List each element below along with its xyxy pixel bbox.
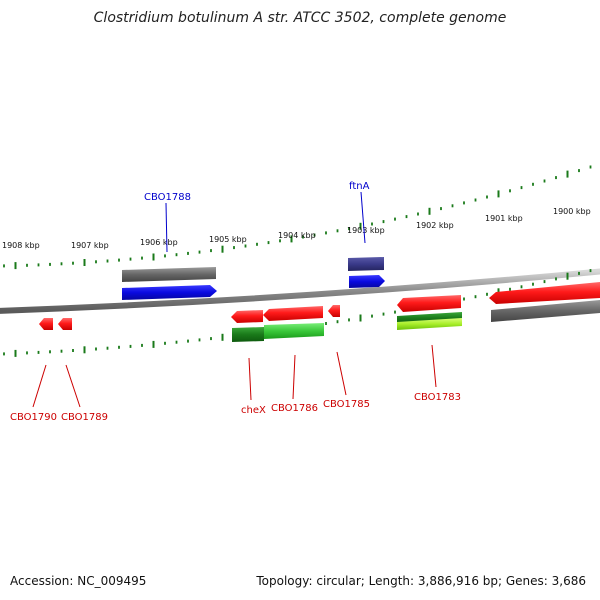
accession-text: Accession: NC_009495	[10, 574, 147, 588]
gene-cbo1790[interactable]	[39, 318, 53, 330]
gene-label-cbo1786[interactable]: CBO1786	[271, 403, 318, 414]
gene-cbo1786[interactable]	[263, 306, 323, 321]
reverse-genes	[39, 295, 462, 342]
gene-cbo1788-gray[interactable]	[122, 267, 216, 282]
gene-label-cbo1790[interactable]: CBO1790	[10, 412, 57, 423]
gene-ftna[interactable]	[349, 275, 385, 288]
gene-ftna-navy[interactable]	[348, 257, 384, 271]
leader-cbo1786	[292, 354, 296, 400]
scale-label: 1904 kbp	[278, 231, 316, 240]
gene-label-ftna[interactable]: ftnA	[349, 181, 370, 192]
reverse-labels: CBO1790 CBO1789 cheX CBO1786 CBO1785 CBO…	[10, 392, 461, 423]
gene-cbo1786-green[interactable]	[264, 323, 324, 339]
leader-cbo1783	[431, 344, 437, 388]
gene-label-cbo1789[interactable]: CBO1789	[61, 412, 108, 423]
genome-summary-text: Topology: circular; Length: 3,886,916 bp…	[256, 574, 586, 588]
gene-cbo1785[interactable]	[328, 305, 340, 317]
leader-cbo1789	[65, 364, 81, 408]
gene-label-cbo1783[interactable]: CBO1783	[414, 392, 461, 403]
scale-label: 1900 kbp	[553, 207, 591, 216]
leader-cbo1790	[32, 364, 47, 408]
gene-label-cbo1788[interactable]: CBO1788	[144, 192, 191, 203]
gene-chex-green[interactable]	[232, 327, 264, 342]
scale-label: 1901 kbp	[485, 214, 523, 223]
leader-cbo1788	[165, 202, 168, 253]
gene-cbo1789[interactable]	[58, 318, 72, 330]
gene-right-gray[interactable]	[491, 300, 600, 322]
chart-title: Clostridium botulinum A str. ATCC 3502, …	[93, 10, 507, 26]
scale-label: 1905 kbp	[209, 235, 247, 244]
gene-cbo1788[interactable]	[122, 285, 217, 300]
forward-genes	[122, 257, 600, 322]
scale-label: 1907 kbp	[71, 241, 109, 250]
leader-cbo1785	[336, 351, 347, 396]
gene-label-cbo1785[interactable]: CBO1785	[323, 399, 370, 410]
leader-chex	[248, 357, 252, 401]
scale-label: 1902 kbp	[416, 221, 454, 230]
scale-label: 1906 kbp	[140, 238, 178, 247]
gene-cbo1783-lime[interactable]	[397, 318, 462, 330]
forward-labels: CBO1788 ftnA	[144, 181, 370, 203]
gene-right-red-forward[interactable]	[489, 282, 600, 304]
scale-labels: 1908 kbp 1907 kbp 1906 kbp 1905 kbp 1904…	[2, 207, 591, 250]
gene-chex[interactable]	[231, 310, 263, 323]
scale-label: 1903 kbp	[347, 226, 385, 235]
outer-tick-track	[3, 165, 592, 270]
scale-label: 1908 kbp	[2, 241, 40, 250]
gene-cbo1783[interactable]	[397, 295, 461, 312]
leader-ftna	[360, 191, 366, 244]
gene-label-chex[interactable]: cheX	[241, 405, 266, 416]
genome-backbone	[0, 268, 600, 314]
leader-lines	[32, 191, 437, 408]
